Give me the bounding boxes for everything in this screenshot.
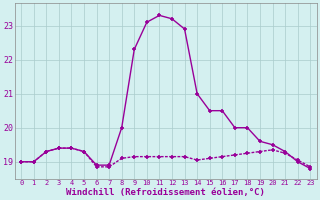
X-axis label: Windchill (Refroidissement éolien,°C): Windchill (Refroidissement éolien,°C) xyxy=(66,188,265,197)
